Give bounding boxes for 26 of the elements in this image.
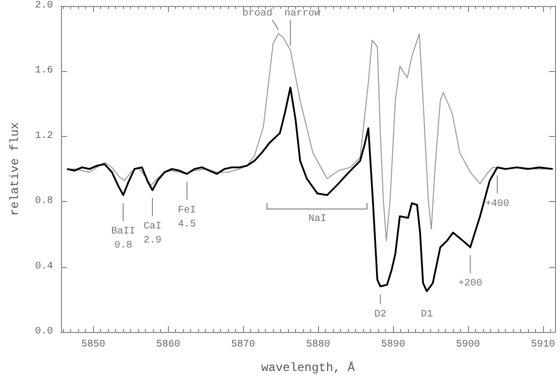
annotation: +200 [458, 278, 482, 290]
line-series [66, 86, 554, 292]
annotation: +400 [485, 198, 510, 210]
annotation: CaI 2.9 [143, 222, 162, 247]
x-tick-label: 5880 [306, 340, 330, 350]
annotation: D2 [374, 310, 386, 320]
x-axis-title: wavelength, Å [261, 361, 356, 375]
y-tick-label: 0.0 [34, 326, 53, 338]
x-tick-label: 5900 [456, 340, 480, 350]
y-tick-label: 1.6 [34, 66, 53, 77]
annotation: FeI 4.5 [178, 205, 196, 230]
y-tick-label: 0.8 [34, 196, 53, 208]
annotation: BaII 0.8 [111, 226, 136, 252]
x-tick-label: 5870 [231, 340, 256, 350]
y-tick-label: 0.4 [34, 261, 53, 272]
y-tick-label: 1.2 [34, 130, 53, 142]
x-tick-label: 5890 [381, 340, 406, 350]
x-tick-label: 5850 [81, 340, 106, 350]
y-axis-title: relative flux [8, 122, 22, 216]
x-tick-label: 5860 [156, 340, 180, 350]
annotation: broad [242, 8, 272, 20]
annotation: NaI [308, 214, 326, 225]
x-tick-label: 5910 [531, 340, 556, 350]
y-tick-label: 2.0 [34, 0, 53, 12]
annotation: D1 [420, 310, 433, 320]
annotation: narrow [284, 8, 320, 20]
